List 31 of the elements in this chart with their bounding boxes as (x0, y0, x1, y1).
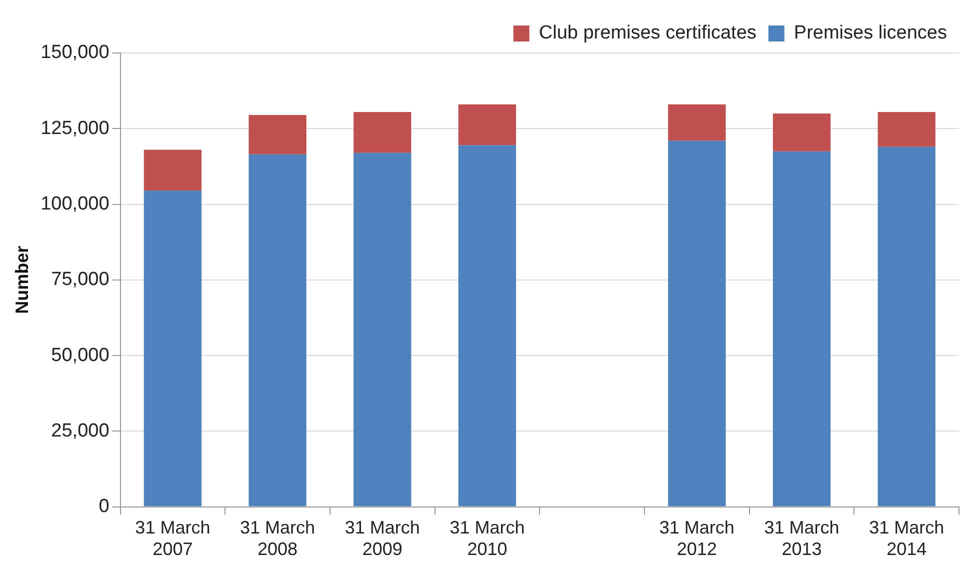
bar (878, 146, 936, 506)
bar (458, 104, 516, 146)
y-tick-label: 0 (98, 496, 110, 518)
legend-label: Premises licences (794, 22, 948, 44)
bar (144, 190, 202, 506)
x-tick-label: 31 March 2009 (344, 518, 420, 560)
bar (668, 104, 726, 141)
y-tick-label: 50,000 (51, 344, 110, 366)
x-tick-label: 31 March 2014 (869, 518, 944, 560)
bar (772, 151, 831, 506)
x-tick-label: 31 March 2008 (240, 518, 316, 560)
bar (248, 115, 306, 154)
bar (248, 154, 306, 506)
y-tick-label: 125,000 (40, 118, 110, 139)
y-tick-label: 75,000 (51, 269, 110, 290)
bar (668, 140, 726, 506)
x-tick-label: 31 March 2012 (659, 518, 734, 560)
bar (144, 150, 202, 191)
x-tick-label: 31 March 2007 (135, 518, 210, 560)
y-axis-title: Number (12, 246, 32, 314)
bar (354, 112, 412, 153)
x-tick-label: 31 March 2010 (450, 518, 525, 560)
bar (878, 112, 936, 147)
x-tick-label: 31 March 2013 (764, 518, 840, 560)
bar (354, 152, 412, 506)
y-tick-label: 100,000 (40, 194, 110, 214)
y-tick-label: 25,000 (51, 420, 110, 442)
legend-label: Club premises certificates (538, 22, 756, 44)
bar (772, 114, 831, 152)
bar (458, 145, 516, 506)
y-tick-label: 150,000 (40, 42, 110, 64)
